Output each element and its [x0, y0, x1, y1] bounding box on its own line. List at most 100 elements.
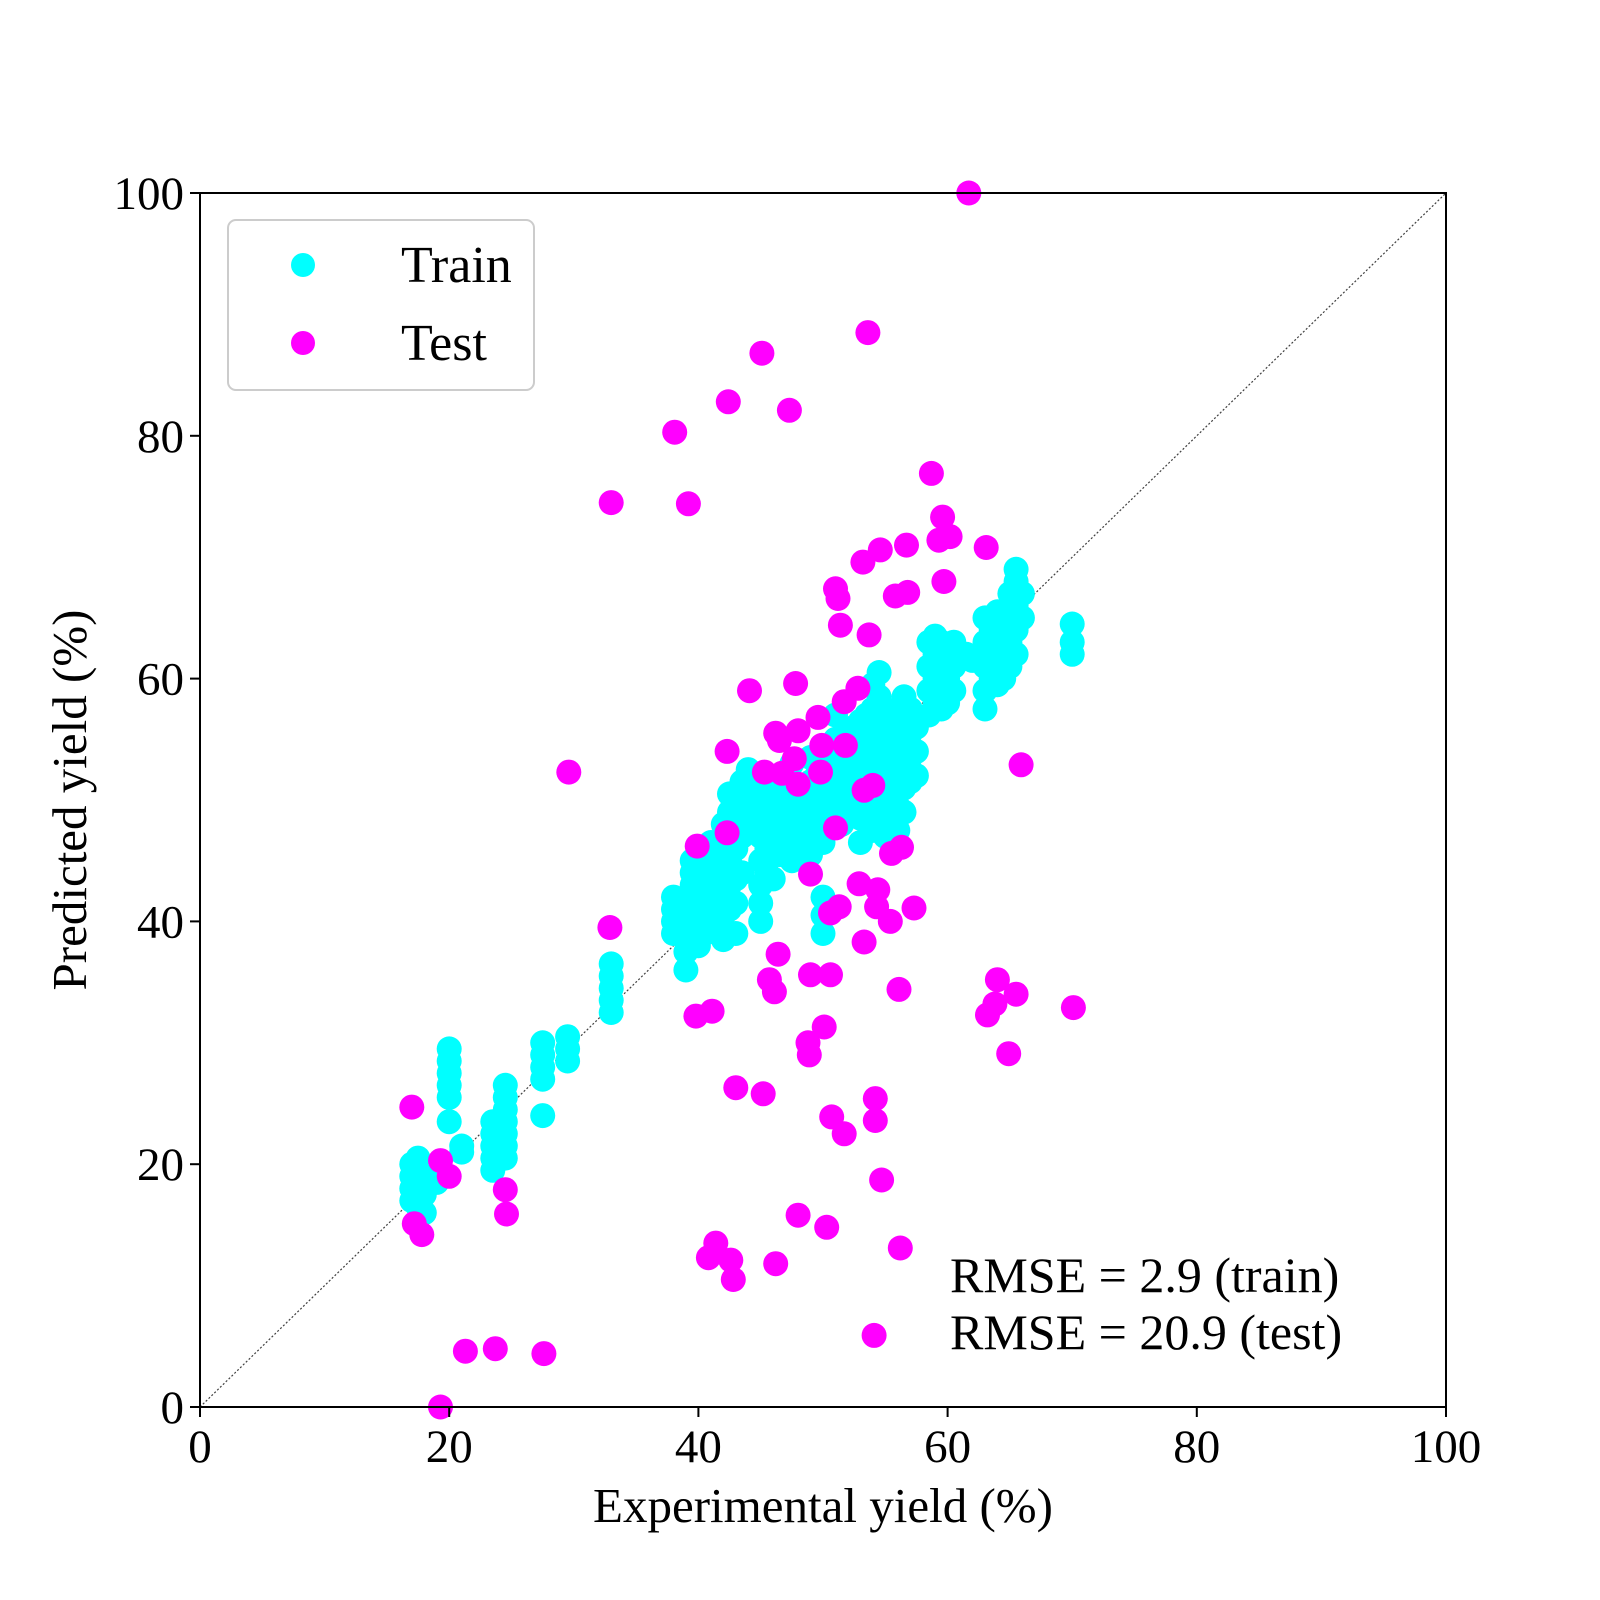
point-train-274 [1059, 629, 1085, 655]
point-test-86 [895, 579, 921, 605]
y-tick-label-5: 100 [114, 168, 185, 220]
point-test-10 [531, 1341, 557, 1367]
ticks-layer: 0 20 40 60 80 100 0 20 40 60 80 100 [114, 168, 1482, 1473]
point-test-78 [869, 1167, 895, 1193]
point-test-66 [850, 549, 876, 575]
point-test-11 [556, 759, 582, 785]
point-test-76 [865, 877, 891, 903]
point-test-85 [894, 532, 919, 558]
point-train-196 [866, 660, 892, 685]
point-test-24 [718, 1247, 744, 1273]
point-test-8 [492, 1177, 518, 1203]
point-test-29 [750, 1081, 776, 1107]
point-test-9 [494, 1201, 519, 1227]
point-test-62 [831, 1121, 857, 1147]
point-test-60 [827, 612, 853, 638]
point-train-16 [436, 1036, 462, 1062]
point-test-6 [452, 1338, 478, 1364]
point-test-19 [699, 998, 725, 1024]
point-test-87 [901, 895, 927, 921]
legend: Train Test [227, 219, 535, 391]
point-test-2 [409, 1222, 435, 1248]
point-train-88 [723, 921, 749, 946]
series-train [399, 556, 1085, 1226]
point-test-98 [996, 1041, 1022, 1067]
point-test-99 [1003, 981, 1029, 1007]
legend-label-train: Train [401, 237, 512, 294]
point-test-15 [675, 491, 701, 517]
point-test-49 [808, 759, 833, 785]
point-train-18 [449, 1139, 475, 1165]
point-train-31 [530, 1103, 556, 1129]
point-train-270 [1003, 556, 1029, 582]
point-train-30 [492, 1072, 518, 1098]
series-layer [399, 180, 1086, 1420]
point-test-13 [597, 915, 623, 940]
point-train-89 [723, 890, 749, 916]
point-test-77 [867, 537, 893, 563]
point-test-42 [785, 771, 811, 797]
point-test-101 [1060, 995, 1086, 1021]
point-test-97 [984, 967, 1010, 993]
x-tick-label-0: 0 [188, 1421, 212, 1473]
point-test-56 [823, 815, 848, 841]
point-test-46 [798, 861, 823, 887]
point-test-36 [766, 728, 792, 753]
point-test-0 [399, 1094, 425, 1120]
point-train-224 [903, 763, 929, 789]
point-test-39 [781, 746, 807, 772]
point-test-5 [436, 1163, 462, 1189]
point-train-11 [436, 1109, 462, 1135]
point-test-45 [796, 1042, 822, 1068]
rmse-train-annotation: RMSE = 2.9 (train) [950, 1247, 1339, 1303]
point-test-71 [860, 772, 886, 798]
point-test-23 [715, 389, 741, 415]
point-test-59 [826, 894, 852, 920]
point-test-20 [703, 1230, 729, 1256]
legend-marker-test [291, 331, 315, 355]
point-train-35 [530, 1030, 556, 1056]
x-axis-label: Experimental yield (%) [593, 1478, 1053, 1533]
point-test-25 [720, 1267, 746, 1292]
point-train-38 [555, 1024, 581, 1050]
y-tick-label-1: 20 [137, 1139, 184, 1191]
point-train-275 [1059, 611, 1085, 637]
point-train-103 [748, 908, 774, 934]
point-test-79 [877, 908, 903, 934]
point-test-28 [749, 340, 775, 366]
point-test-35 [765, 941, 791, 967]
point-test-74 [862, 1108, 888, 1133]
point-test-41 [785, 718, 811, 744]
point-test-100 [1008, 752, 1034, 778]
point-test-7 [482, 1336, 508, 1362]
point-test-82 [886, 976, 912, 1002]
point-test-96 [982, 991, 1008, 1017]
point-test-70 [856, 622, 882, 648]
point-test-52 [814, 1214, 840, 1240]
y-tick-label-3: 60 [137, 654, 184, 706]
point-test-34 [763, 1251, 789, 1277]
point-test-14 [662, 419, 688, 445]
point-train-271 [1009, 605, 1035, 631]
point-test-69 [855, 320, 881, 346]
point-test-48 [805, 704, 831, 730]
point-test-72 [861, 1322, 887, 1348]
point-train-145 [810, 921, 836, 946]
point-train-214 [891, 799, 917, 825]
y-tick-label-4: 80 [137, 411, 184, 463]
x-tick-label-1: 20 [426, 1421, 473, 1473]
x-tick-label-5: 100 [1411, 1421, 1482, 1473]
point-train-43 [598, 951, 624, 977]
point-test-47 [798, 962, 823, 988]
plot-frame [199, 192, 1447, 1408]
point-test-90 [930, 504, 956, 530]
y-tick-label-2: 40 [137, 896, 184, 948]
rmse-test-annotation: RMSE = 20.9 (test) [950, 1304, 1342, 1360]
point-train-247 [972, 696, 998, 722]
point-test-38 [776, 397, 802, 423]
point-test-91 [931, 569, 957, 594]
point-train-114 [760, 866, 786, 892]
y-axis-label: Predicted yield (%) [42, 610, 97, 991]
point-train-48 [673, 957, 699, 983]
